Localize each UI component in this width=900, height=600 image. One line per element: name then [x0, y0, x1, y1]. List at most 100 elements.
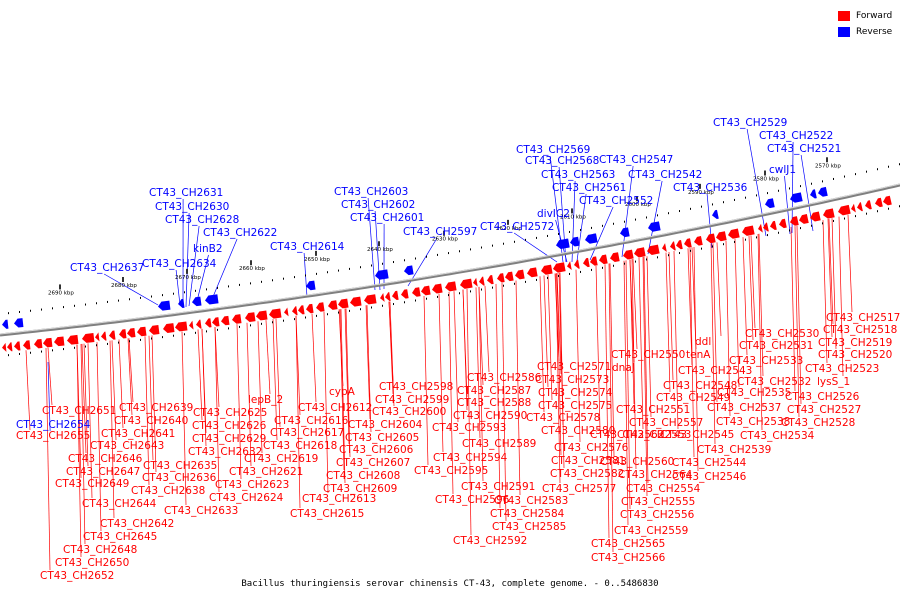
- reverse-swatch: [838, 27, 850, 37]
- forward-gene-label: CT43_CH2587: [457, 385, 531, 397]
- reverse-gene-label: CT43_CH2542: [628, 169, 702, 181]
- forward-gene-label: CT43_CH2618: [263, 440, 337, 452]
- forward-leader-line: [265, 320, 271, 395]
- forward-gene-label: CT43_CH2553: [617, 429, 691, 441]
- forward-gene: [43, 337, 53, 348]
- forward-gene: [95, 332, 100, 342]
- scale-minor-mark: [558, 274, 559, 277]
- forward-gene-label: cypA: [329, 386, 356, 398]
- backbone-curve: [0, 183, 900, 337]
- forward-gene: [505, 271, 514, 282]
- forward-leader-line: [148, 335, 154, 461]
- forward-gene-label: CT43_CH2534: [740, 430, 815, 442]
- reverse-leader-line: [47, 361, 51, 432]
- legend-label-reverse: Reverse: [856, 27, 893, 37]
- scale-minor-mark: [701, 205, 702, 208]
- forward-gene-label: CT43_CH2586: [467, 372, 542, 384]
- forward-leader-line: [828, 218, 834, 325]
- forward-gene: [541, 264, 553, 275]
- forward-leader-line: [214, 327, 220, 493]
- reverse-gene-label: CT43_CH2614: [270, 241, 345, 253]
- forward-gene: [634, 247, 646, 258]
- scale-minor-mark: [272, 321, 273, 324]
- scale-minor-mark: [624, 262, 625, 265]
- forward-gene-label: CT43_CH2592: [453, 535, 527, 547]
- forward-gene-label: CT43_CH2528: [781, 417, 855, 429]
- forward-gene: [706, 233, 716, 244]
- forward-gene-label: CT43_CH2596: [435, 494, 510, 506]
- forward-gene-label: CT43_CH2551: [616, 404, 690, 416]
- scale-tick: [571, 208, 573, 214]
- scale-minor-mark: [19, 310, 20, 313]
- scale-minor-mark: [162, 294, 163, 297]
- forward-gene-label: CT43_CH2584: [490, 508, 565, 520]
- forward-leader-line: [687, 248, 693, 366]
- forward-gene-label: CT43_CH2599: [375, 394, 449, 406]
- forward-gene-label: CT43_CH2562: [590, 429, 664, 441]
- reverse-gene: [158, 300, 171, 311]
- scale-minor-mark: [668, 254, 669, 257]
- forward-gene: [101, 331, 107, 341]
- scale-minor-mark: [8, 312, 9, 315]
- forward-gene-label: CT43_CH2612: [298, 402, 372, 414]
- forward-gene: [54, 336, 65, 347]
- scale-minor-mark: [338, 269, 339, 272]
- forward-gene-label: CT43_CH2535: [717, 387, 791, 399]
- scale-minor-mark: [778, 231, 779, 234]
- reverse-leader-line: [791, 141, 794, 234]
- forward-leader-line: [623, 260, 629, 526]
- scale-tick-label: 2660 kbp: [239, 266, 265, 272]
- forward-gene: [119, 329, 127, 339]
- reverse-gene-label: CT43_CH2529: [713, 117, 787, 129]
- scale-minor-mark: [415, 299, 416, 302]
- reverse-leader-line: [571, 180, 576, 263]
- scale-minor-mark: [393, 261, 394, 264]
- scale-minor-mark: [580, 270, 581, 273]
- forward-gene: [189, 320, 194, 330]
- forward-gene-label: CT43_CH2639: [119, 402, 193, 414]
- forward-gene: [364, 294, 377, 305]
- forward-gene-label: CT43_CH2606: [339, 444, 414, 456]
- forward-gene-label: CT43_CH2556: [620, 509, 695, 521]
- reverse-gene-label: CT43_CH2597: [403, 226, 477, 238]
- legend-item-forward: Forward: [838, 8, 892, 24]
- forward-gene-label: CT43_CH2613: [302, 493, 376, 505]
- forward-gene-label: CT43_CH2624: [209, 492, 284, 504]
- forward-gene: [473, 277, 478, 287]
- scale-minor-mark: [96, 302, 97, 305]
- scale-minor-mark: [74, 346, 75, 349]
- forward-gene: [2, 342, 7, 352]
- scale-minor-mark: [888, 207, 889, 210]
- scale-minor-mark: [789, 187, 790, 190]
- scale-minor-mark: [866, 212, 867, 215]
- scale-minor-mark: [580, 228, 581, 231]
- reverse-leader-line: [103, 273, 159, 306]
- scale-minor-mark: [800, 185, 801, 188]
- forward-gene-label: CT43_CH2530: [745, 328, 819, 340]
- scale-minor-mark: [349, 309, 350, 312]
- forward-leader-line: [575, 269, 581, 443]
- forward-gene: [810, 211, 821, 222]
- forward-gene-label: CT43_CH2585: [492, 521, 566, 533]
- scale-tick-label: 2640 kbp: [367, 247, 393, 253]
- forward-gene-label: CT43_CH2638: [131, 485, 205, 497]
- forward-leader-line: [625, 260, 631, 510]
- forward-leader-line: [197, 329, 203, 421]
- scale-minor-mark: [459, 292, 460, 295]
- scale-minor-mark: [63, 306, 64, 309]
- scale-minor-mark: [217, 328, 218, 331]
- reverse-gene-label: CT43_CH2654: [16, 419, 91, 431]
- forward-leader-line: [693, 247, 699, 472]
- scale-minor-mark: [536, 278, 537, 281]
- forward-leader-line: [80, 343, 86, 545]
- forward-gene-label: CT43_CH2566: [591, 552, 666, 564]
- forward-gene-label: CT43_CH2623: [215, 479, 289, 491]
- scale-tick: [315, 250, 317, 256]
- scale-minor-mark: [217, 286, 218, 289]
- scale-minor-mark: [151, 337, 152, 340]
- scale-minor-mark: [305, 274, 306, 277]
- scale-minor-mark: [294, 276, 295, 279]
- scale-minor-mark: [525, 238, 526, 241]
- reverse-gene-label: CT43_CH2631: [149, 187, 223, 199]
